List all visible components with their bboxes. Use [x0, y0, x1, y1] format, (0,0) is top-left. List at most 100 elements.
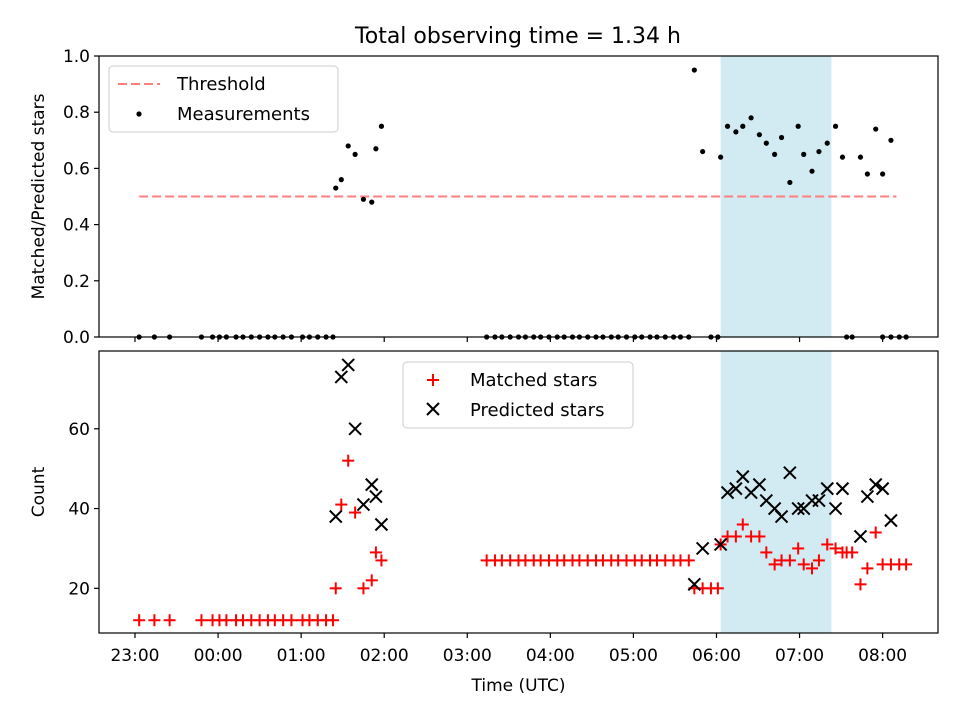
x-tick-label: 00:00 [194, 646, 243, 666]
top-y-axis-label: Matched/Predicted stars [29, 93, 49, 299]
x-tick-label: 06:00 [692, 646, 741, 666]
measurement-point [839, 154, 846, 160]
matched-star-point [195, 614, 208, 627]
measurement-point [756, 132, 763, 138]
measurement-point [378, 123, 385, 129]
measurement-point [824, 140, 830, 146]
predicted-star-point [860, 489, 875, 504]
matched-star-point [349, 506, 362, 519]
predicted-star-point [334, 370, 348, 384]
matched-star-point [342, 454, 355, 467]
bottom-y-tick-label: 40 [68, 500, 90, 520]
measurement-point [880, 171, 886, 177]
matched-star-point [711, 582, 724, 595]
top-panel: 0.0 0.2 0.4 0.6 0.8 1.0 Matched/Predicted sta… [29, 47, 939, 348]
matched-star-point [797, 558, 810, 571]
matched-star-point [753, 530, 766, 543]
matched-star-point [285, 614, 298, 627]
measurement-point [864, 171, 870, 177]
legend-measurements-swatch [136, 111, 142, 117]
predicted-star-point [884, 513, 898, 528]
matched-star-point [861, 562, 874, 575]
predicted-star-point [729, 481, 743, 496]
predicted-star-point [820, 481, 834, 496]
predicted-star-point [720, 485, 735, 500]
predicted-star-point [828, 501, 843, 516]
bottom-y-axis-label: Count [29, 466, 49, 517]
top-y-tick-label: 0.4 [63, 216, 90, 236]
measurement-point [373, 146, 379, 152]
matched-star-point [729, 530, 742, 543]
legend-threshold-label: Threshold [176, 74, 266, 95]
predicted-star-point [752, 477, 767, 492]
predicted-star-point [812, 493, 826, 508]
top-y-tick-label: 1.0 [63, 47, 90, 67]
predicted-star-point [329, 509, 343, 524]
legend-predicted-label: Predicted stars [470, 400, 604, 421]
top-y-tick-label: 0.0 [63, 328, 90, 348]
predicted-star-point [736, 469, 750, 484]
bottom-axes-frame [98, 350, 939, 634]
predicted-star-point [835, 481, 850, 496]
x-tick-label: 08:00 [858, 646, 907, 666]
matched-star-point [821, 538, 834, 551]
predicted-star-point [348, 422, 362, 436]
matched-star-point [365, 574, 378, 587]
matched-star-point [163, 614, 176, 627]
top-y-tick-label: 0.8 [63, 103, 90, 123]
measurement-point [787, 179, 793, 186]
matched-star-point [829, 542, 842, 555]
x-tick-label: 23:00 [110, 646, 159, 666]
matched-star-point [335, 498, 348, 511]
measurement-point [809, 168, 815, 174]
measurement-point [778, 134, 785, 141]
legend-matched-swatch [427, 374, 439, 386]
matched-star-point [375, 554, 388, 567]
x-tick-label: 01:00 [277, 646, 326, 666]
measurement-point [718, 154, 724, 160]
matched-star-point [812, 554, 825, 567]
predicted-star-point [875, 481, 890, 496]
measurement-point [888, 137, 894, 143]
predicted-star-point [713, 537, 728, 552]
predicted-star-point [783, 465, 797, 480]
matched-star-point [369, 546, 382, 559]
x-tick-label: 02:00 [360, 646, 409, 666]
top-y-tick-label: 0.6 [63, 159, 90, 179]
predicted-star-point [868, 477, 883, 492]
top-legend-box [108, 65, 339, 133]
bottom-y-tick-label: 60 [68, 420, 90, 440]
predicted-star-point [774, 509, 789, 524]
measurement-point [832, 123, 839, 129]
matched-star-point [783, 554, 796, 567]
x-axis-label: Time (UTC) [471, 676, 566, 696]
measurement-point [338, 177, 344, 183]
measurement-point [733, 129, 739, 135]
measurement-point [816, 148, 822, 155]
matched-star-point [736, 518, 749, 531]
predicted-star-point [374, 517, 389, 532]
x-tick-label: 05:00 [609, 646, 658, 666]
predicted-star-point [791, 501, 805, 516]
measurement-point [345, 143, 351, 149]
matched-star-point [357, 582, 370, 595]
measurement-point [801, 151, 807, 157]
matched-star-point [326, 614, 339, 627]
legend-predicted-swatch [426, 402, 440, 416]
measurement-point [772, 151, 778, 157]
bottom-legend-box [402, 361, 634, 429]
measurement-point [333, 185, 339, 191]
matched-star-point [768, 558, 781, 571]
figure-title: Total observing time = 1.34 h [354, 24, 681, 49]
top-y-tick-label: 0.2 [63, 272, 90, 292]
measurement-point [857, 154, 864, 160]
measurement-point [763, 140, 769, 146]
measurement-point [724, 123, 731, 129]
top-axes-frame [98, 55, 939, 338]
predicted-star-point [369, 489, 383, 504]
x-tick-label: 03:00 [443, 646, 492, 666]
measurement-point [700, 148, 706, 155]
matched-star-point [854, 578, 867, 591]
measurement-point [873, 126, 879, 132]
